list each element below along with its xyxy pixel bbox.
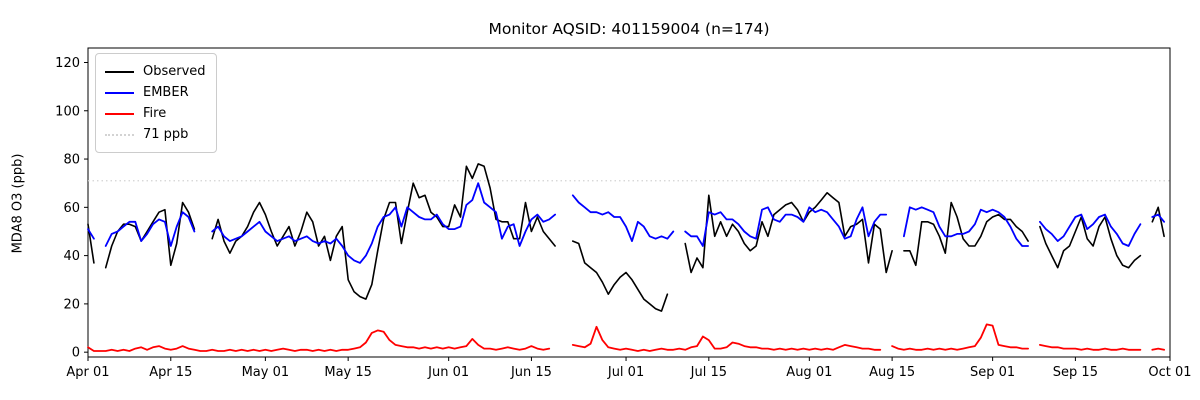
y-tick-label: 120 [55, 56, 80, 71]
legend-swatch [105, 112, 134, 115]
y-tick-label: 100 [55, 104, 80, 119]
x-tick-label: Sep 15 [1053, 365, 1098, 380]
legend-label: Observed [143, 64, 206, 79]
legend-swatch [105, 133, 134, 136]
legend-swatch [105, 70, 134, 73]
x-tick-label: Aug 15 [869, 365, 915, 380]
series-line-fire [87, 323, 1165, 352]
x-tick-label: Jul 01 [607, 365, 644, 380]
y-tick-label: 60 [63, 201, 80, 216]
y-tick-label: 80 [63, 153, 80, 168]
axes-frame [87, 47, 1171, 358]
chart-title: Monitor AQSID: 401159004 (n=174) [488, 20, 770, 38]
x-tick-label: May 15 [324, 365, 372, 380]
x-tick-label: Oct 01 [1148, 365, 1191, 380]
legend-item-ember: EMBER [105, 82, 206, 103]
x-tick-label: Jun 01 [427, 365, 469, 380]
legend: Observed EMBER Fire 71 ppb [95, 53, 217, 153]
x-tick-label: Jul 15 [690, 365, 727, 380]
x-tick-label: May 01 [242, 365, 290, 380]
series-line-ember [87, 182, 1165, 264]
y-tick-label: 20 [63, 297, 80, 312]
x-tick-label: Aug 01 [786, 365, 832, 380]
x-tick-label: Apr 15 [149, 365, 192, 380]
x-tick-label: Sep 01 [970, 365, 1015, 380]
series-line-observed [87, 163, 1165, 312]
legend-item-71-ppb: 71 ppb [105, 124, 206, 145]
legend-label: EMBER [143, 85, 189, 100]
legend-label: 71 ppb [143, 127, 189, 142]
legend-item-fire: Fire [105, 103, 206, 124]
y-tick-label: 40 [63, 249, 80, 264]
legend-item-observed: Observed [105, 61, 206, 82]
x-tick-label: Jun 15 [510, 365, 552, 380]
y-tick-label: 0 [72, 346, 80, 361]
x-tick-label: Apr 01 [66, 365, 109, 380]
legend-label: Fire [143, 106, 167, 121]
legend-swatch [105, 91, 134, 94]
